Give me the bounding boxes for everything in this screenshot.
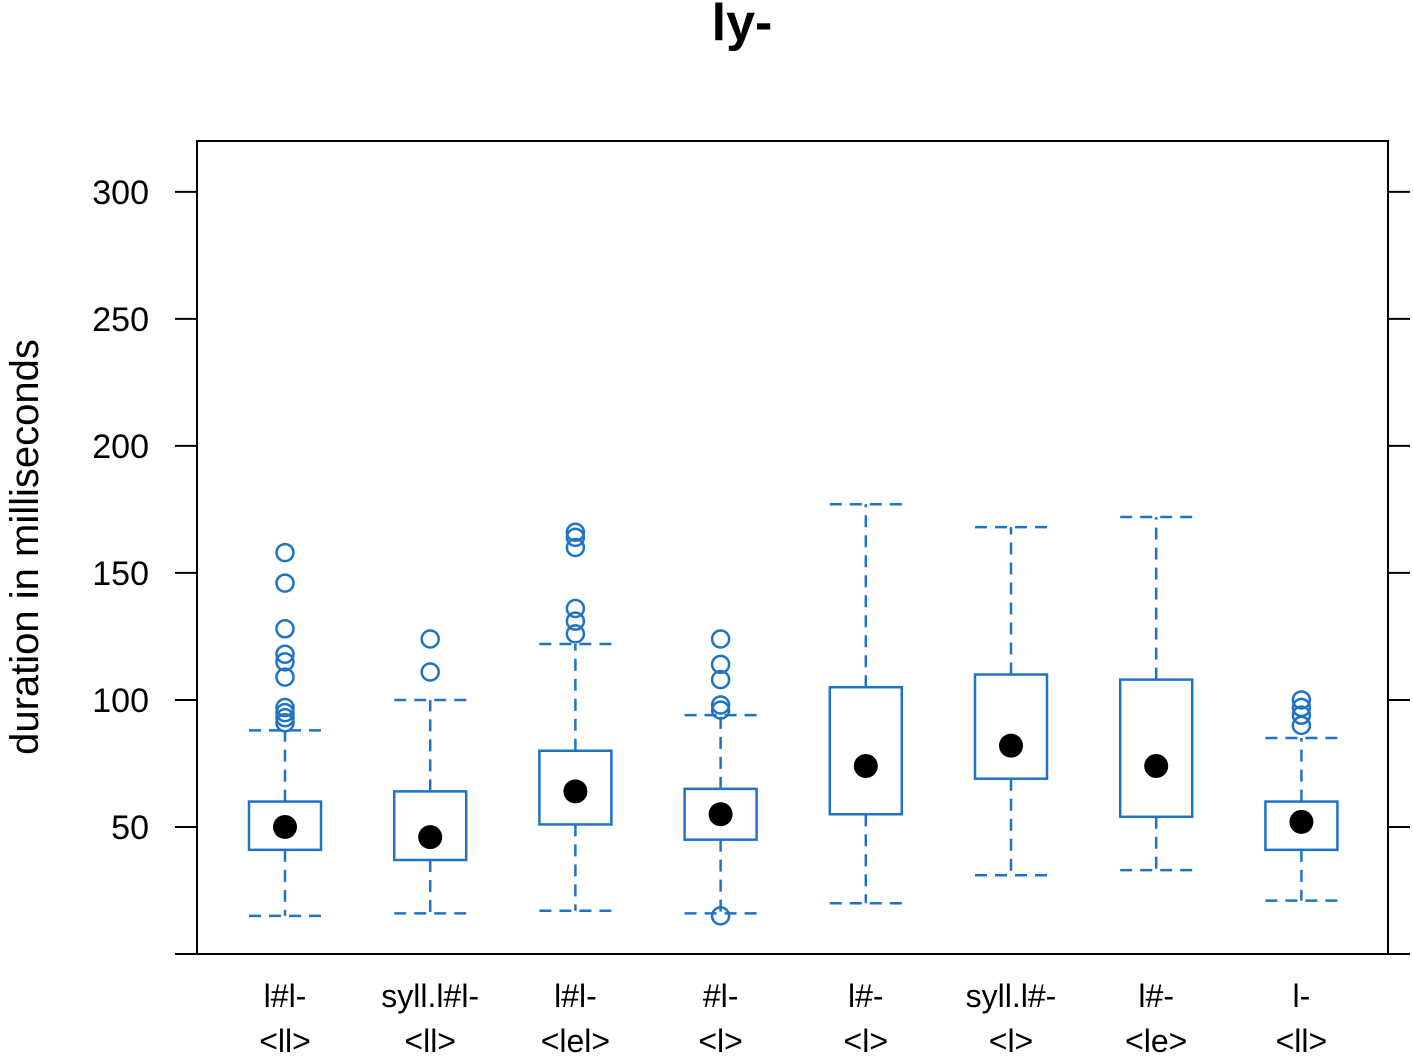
- median-dot: [273, 814, 297, 839]
- iqr-box: [973, 673, 1049, 780]
- y-axis-label: duration in milliseconds: [3, 339, 47, 755]
- outlier-point: [565, 611, 586, 631]
- x-axis: l#l- <ll> syll.l#l- <ll> l#l- <lel> #l- <l> l#- <…: [259, 978, 1327, 1057]
- y-tick-label: 50: [111, 809, 149, 847]
- outlier-point: [275, 707, 295, 728]
- box-group-4: [683, 629, 758, 926]
- outlier-point: [710, 695, 731, 715]
- median-dot: [1144, 753, 1169, 778]
- outlier-point: [565, 598, 586, 619]
- outlier-point: [1291, 705, 1312, 725]
- x-tick-label-line2: <l>: [844, 1023, 888, 1057]
- outlier-point: [710, 700, 731, 720]
- plot-area: [247, 503, 1339, 926]
- x-tick-label-line2: <lel>: [541, 1023, 610, 1057]
- box-group-6: [973, 525, 1049, 877]
- box-group-5: [828, 503, 904, 905]
- outlier-point: [275, 702, 295, 723]
- x-tick-label-line1: l#-: [1138, 978, 1174, 1014]
- outlier-point: [710, 906, 731, 926]
- outlier-point: [275, 573, 295, 593]
- iqr-box: [538, 749, 613, 826]
- iqr-box: [828, 685, 904, 816]
- outlier-point: [275, 619, 295, 639]
- outlier-point: [275, 697, 295, 718]
- x-tick-label-line2: <l>: [698, 1023, 742, 1057]
- y-axis: 50 100 150 200 250 300: [92, 174, 1410, 955]
- median-dot: [999, 733, 1023, 758]
- outlier-point: [565, 537, 586, 558]
- x-tick-label-line2: <le>: [1125, 1023, 1187, 1057]
- outlier-point: [420, 629, 440, 649]
- median-dot: [1289, 809, 1314, 834]
- x-tick-label-line2: <ll>: [1276, 1023, 1328, 1057]
- median-dot: [708, 802, 733, 827]
- y-tick-label: 100: [92, 682, 149, 720]
- box-group-1: [247, 542, 323, 918]
- outlier-point: [565, 624, 586, 644]
- iqr-box: [247, 800, 323, 852]
- outlier-point: [710, 629, 731, 649]
- y-tick-label: 300: [92, 174, 149, 212]
- box-group-2: [392, 629, 468, 915]
- outlier-point: [1291, 690, 1312, 710]
- y-tick-label: 250: [92, 301, 149, 339]
- median-dot: [418, 825, 443, 850]
- box-group-8: [1264, 690, 1339, 902]
- iqr-box: [392, 790, 468, 862]
- outlier-point: [275, 542, 295, 563]
- outlier-point: [1291, 697, 1312, 718]
- y-tick-label: 150: [92, 555, 149, 593]
- outlier-point: [275, 644, 295, 664]
- outlier-point: [565, 527, 586, 548]
- outlier-point: [275, 667, 295, 687]
- outlier-point: [275, 713, 295, 733]
- x-tick-label-line1: l#-: [848, 978, 884, 1014]
- x-tick-label-line1: l#l-: [554, 978, 597, 1014]
- x-tick-label-line2: <l>: [989, 1023, 1033, 1057]
- box-group-7: [1118, 515, 1194, 872]
- outlier-point: [710, 669, 731, 690]
- median-dot: [853, 753, 878, 778]
- chart-title: ly-: [712, 0, 773, 52]
- x-tick-label-line1: syll.l#l-: [381, 978, 479, 1014]
- box-group-3: [538, 522, 613, 913]
- iqr-box: [1264, 800, 1339, 852]
- x-tick-label-line1: #l-: [703, 978, 739, 1014]
- y-tick-label: 200: [92, 428, 149, 466]
- iqr-box: [1118, 678, 1194, 819]
- x-tick-label-line2: <ll>: [259, 1023, 311, 1057]
- x-tick-label-line1: syll.l#-: [966, 978, 1057, 1014]
- plot-frame: [196, 140, 1389, 955]
- x-tick-label-line2: <ll>: [404, 1023, 456, 1057]
- x-tick-label-line1: l#l-: [264, 978, 307, 1014]
- outlier-point: [710, 654, 731, 675]
- outlier-point: [275, 652, 295, 672]
- outlier-point: [420, 662, 440, 682]
- outlier-point: [565, 522, 586, 543]
- iqr-box: [683, 787, 758, 841]
- median-dot: [563, 779, 588, 804]
- x-tick-label-line1: l-: [1293, 978, 1311, 1014]
